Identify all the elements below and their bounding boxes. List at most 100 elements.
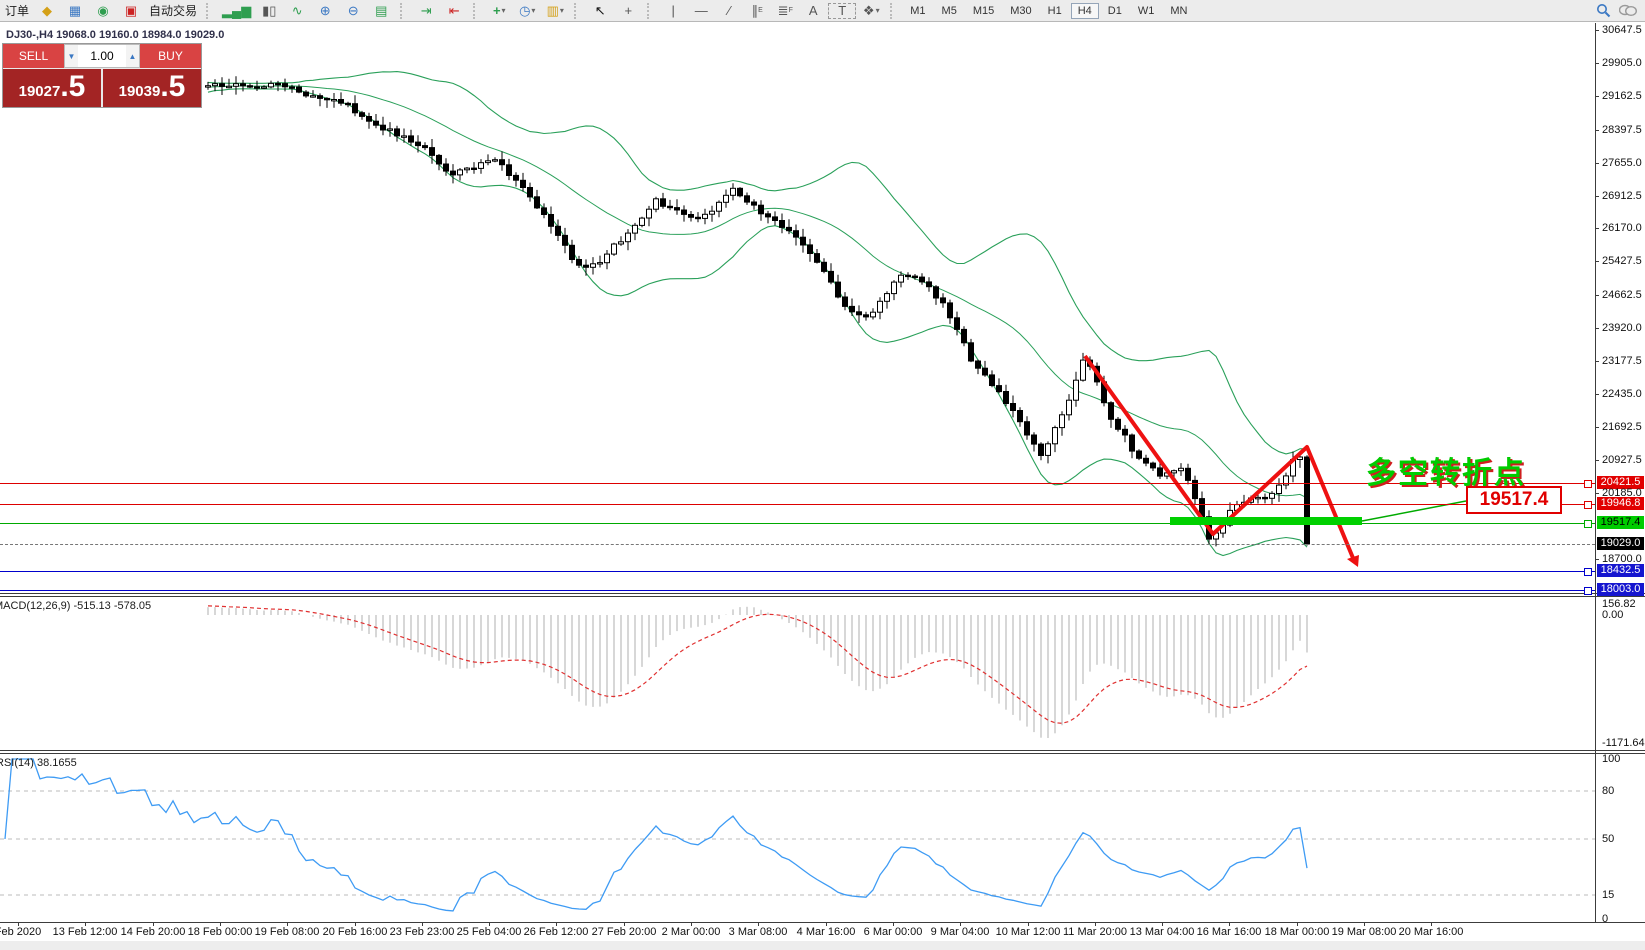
trend-zigzag-arrow: [1083, 354, 1355, 559]
date-tick: [1364, 922, 1365, 926]
line-anchor[interactable]: [1584, 501, 1592, 509]
pane-splitter[interactable]: [0, 750, 1645, 754]
date-tick: [1162, 922, 1163, 926]
level-line-19517.4[interactable]: [0, 523, 1595, 524]
date-tick: [287, 922, 288, 926]
auto-trading-button[interactable]: 自动交易: [149, 4, 198, 18]
channel-icon[interactable]: ∥ E: [751, 2, 763, 18]
buy-button[interactable]: BUY: [140, 44, 201, 68]
timeframe-m15[interactable]: M15: [972, 4, 995, 17]
text-label-icon[interactable]: T: [828, 2, 857, 19]
timeframe-mn[interactable]: MN: [1170, 4, 1188, 17]
date-label: 23 Feb 23:00: [389, 926, 455, 938]
sell-price[interactable]: 19027.5: [3, 69, 101, 107]
macd-pane[interactable]: [0, 597, 1595, 750]
price-note-label: 19517.4: [1466, 486, 1562, 514]
price-level-label: 19517.4: [1597, 516, 1644, 529]
crosshair-icon[interactable]: +: [624, 3, 633, 18]
sell-button[interactable]: SELL: [3, 44, 64, 68]
zoom-in-icon[interactable]: ⊕: [319, 2, 331, 18]
price-level-label: 19029.0: [1597, 537, 1644, 550]
axis-tick: [1595, 295, 1599, 296]
date-label: 10 Mar 12:00: [995, 926, 1061, 938]
candlestick-chart-icon[interactable]: ▮▯: [262, 2, 277, 18]
level-line-18432.5[interactable]: [0, 571, 1595, 572]
timeframe-d1[interactable]: D1: [1107, 4, 1122, 17]
timeframe-m30[interactable]: M30: [1010, 4, 1032, 17]
volume-spinner[interactable]: ▼ 1.00 ▲: [64, 44, 140, 68]
line-anchor[interactable]: [1584, 568, 1592, 576]
axis-tick: [1595, 130, 1599, 131]
volume-down-icon[interactable]: ▼: [67, 51, 76, 61]
line-anchor[interactable]: [1584, 520, 1592, 528]
axis-tick-label: 28397.5: [1602, 124, 1642, 136]
date-tick: [758, 922, 759, 926]
date-tick: [1229, 922, 1230, 926]
chart-title: DJ30-,H4 19068.0 19160.0 18984.0 19029.0: [6, 29, 225, 41]
periods-clock-icon[interactable]: ◷ ▾: [519, 2, 536, 18]
vertical-line-icon[interactable]: |: [671, 3, 675, 18]
price-axis[interactable]: [1596, 23, 1645, 922]
bar-chart-icon[interactable]: ▂▄▆: [222, 2, 252, 18]
auto-scroll-icon[interactable]: ⇤: [448, 2, 460, 18]
date-axis[interactable]: [0, 923, 1595, 940]
axis-tick: [1595, 328, 1599, 329]
price-axis-border: [1595, 23, 1596, 922]
date-tick: [422, 922, 423, 926]
axis-tick: [1595, 30, 1599, 31]
text-icon[interactable]: A: [808, 3, 818, 18]
date-tick: [1297, 922, 1298, 926]
timeframe-h1[interactable]: H1: [1047, 4, 1062, 17]
terminal-icon[interactable]: ▦: [68, 2, 82, 18]
date-tick: [826, 922, 827, 926]
toolbar-separator: [400, 2, 407, 19]
horizontal-line-icon[interactable]: —: [694, 3, 708, 18]
trendline-icon[interactable]: ∕: [728, 3, 731, 18]
date-label: 16 Mar 16:00: [1196, 926, 1262, 938]
market-watch-icon[interactable]: ◆: [42, 2, 53, 18]
price-chart-pane[interactable]: [0, 23, 1595, 593]
fibonacci-icon[interactable]: ≣ F: [777, 2, 793, 18]
timeframe-m5[interactable]: M5: [941, 4, 957, 17]
date-label: 18 Mar 00:00: [1264, 926, 1330, 938]
toolbar-separator: [473, 2, 480, 19]
timeframe-h4[interactable]: H4: [1070, 2, 1099, 19]
toolbar-separator: [647, 2, 654, 19]
one-click-trading-panel: SELL ▼ 1.00 ▲ BUY 19027.5 19039.5: [2, 43, 202, 108]
timeframe-m1[interactable]: M1: [910, 4, 926, 17]
indicators-icon[interactable]: + ▾: [492, 3, 506, 18]
rsi-pane[interactable]: [0, 754, 1595, 922]
level-line-18003.0[interactable]: [0, 590, 1595, 591]
cursor-icon[interactable]: ↖: [594, 2, 606, 18]
volume-up-icon[interactable]: ▲: [128, 51, 137, 61]
zoom-out-icon[interactable]: ⊖: [347, 2, 359, 18]
autotrade-icon[interactable]: ▣: [124, 2, 138, 18]
timeframe-w1[interactable]: W1: [1137, 4, 1155, 17]
volume-value[interactable]: 1.00: [78, 45, 126, 67]
chart-shift-icon[interactable]: ⇥: [420, 2, 432, 18]
level-line-20421.5[interactable]: [0, 483, 1595, 484]
tile-windows-icon[interactable]: ▤: [375, 2, 388, 18]
signal-icon[interactable]: ◉: [97, 2, 109, 18]
arrows-icon[interactable]: ❖ ▾: [862, 2, 880, 18]
search-icon[interactable]: [1596, 3, 1611, 18]
line-anchor[interactable]: [1584, 587, 1592, 595]
date-tick: [220, 922, 221, 926]
date-tick: [85, 922, 86, 926]
price-level-label: 20421.5: [1597, 476, 1644, 489]
line-chart-icon[interactable]: ∿: [291, 2, 303, 18]
line-anchor[interactable]: [1584, 480, 1592, 488]
axis-tick-label: 18700.0: [1602, 553, 1642, 565]
buy-price[interactable]: 19039.5: [103, 69, 201, 107]
axis-tick: [1595, 228, 1599, 229]
chat-icon[interactable]: [1619, 4, 1637, 18]
date-label: 26 Feb 12:00: [523, 926, 589, 938]
pane-splitter[interactable]: [0, 593, 1645, 597]
new-order-button[interactable]: 订单: [5, 4, 30, 18]
rsi-scale-label: 15: [1602, 889, 1615, 901]
level-line-19946.8[interactable]: [0, 504, 1595, 505]
date-label: 9 Mar 04:00: [930, 926, 990, 938]
level-line-19029.0[interactable]: [0, 544, 1595, 545]
templates-icon[interactable]: ▥ ▾: [546, 2, 564, 18]
date-tick: [489, 922, 490, 926]
